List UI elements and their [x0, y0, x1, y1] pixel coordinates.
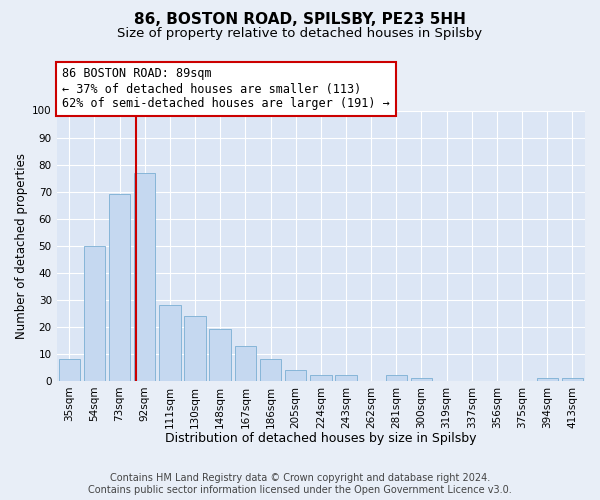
Bar [386, 376, 407, 381]
X-axis label: Distribution of detached houses by size in Spilsby: Distribution of detached houses by size … [165, 432, 476, 445]
Bar [235, 346, 256, 381]
Bar [134, 172, 155, 381]
Text: 86, BOSTON ROAD, SPILSBY, PE23 5HH: 86, BOSTON ROAD, SPILSBY, PE23 5HH [134, 12, 466, 28]
Bar [562, 378, 583, 381]
Text: Contains HM Land Registry data © Crown copyright and database right 2024.
Contai: Contains HM Land Registry data © Crown c… [88, 474, 512, 495]
Bar [209, 330, 231, 381]
Bar [335, 376, 356, 381]
Text: Size of property relative to detached houses in Spilsby: Size of property relative to detached ho… [118, 28, 482, 40]
Bar [59, 359, 80, 381]
Bar [310, 376, 332, 381]
Bar [260, 359, 281, 381]
Bar [83, 246, 105, 381]
Bar [285, 370, 307, 381]
Bar [109, 194, 130, 381]
Y-axis label: Number of detached properties: Number of detached properties [15, 152, 28, 338]
Bar [411, 378, 432, 381]
Text: 86 BOSTON ROAD: 89sqm
← 37% of detached houses are smaller (113)
62% of semi-det: 86 BOSTON ROAD: 89sqm ← 37% of detached … [62, 68, 389, 110]
Bar [159, 305, 181, 381]
Bar [536, 378, 558, 381]
Bar [184, 316, 206, 381]
